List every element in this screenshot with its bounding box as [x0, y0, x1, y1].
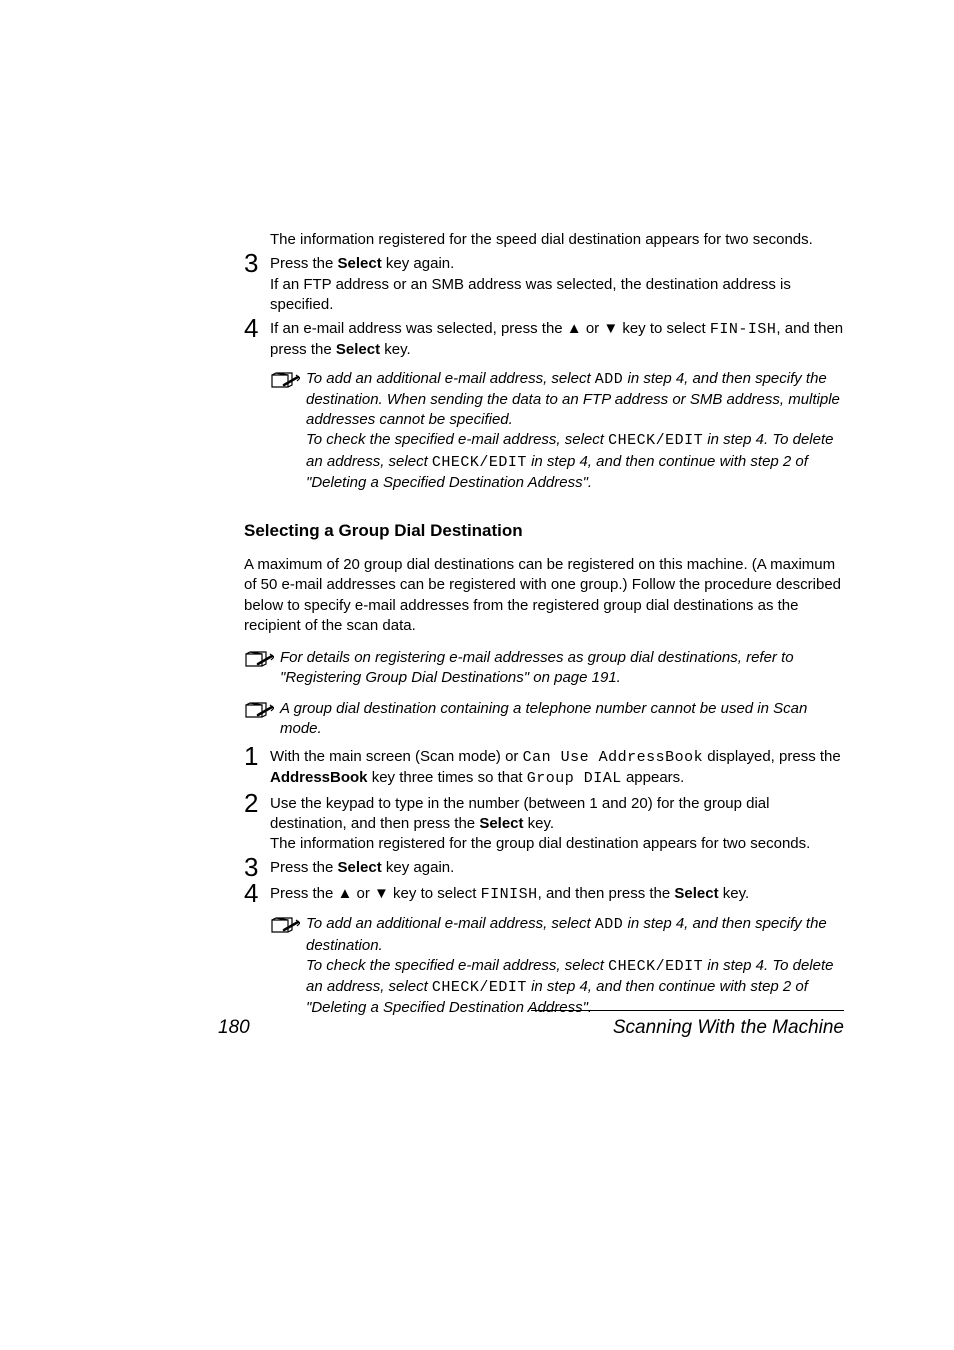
- text: Press the ▲ or ▼ key to select: [270, 885, 481, 902]
- text: , and then press the: [538, 885, 675, 902]
- text: To add an additional e-mail address, sel…: [306, 915, 595, 932]
- step-body: Press the Select key again.: [270, 858, 844, 878]
- mono-text: CHECK/EDIT: [608, 432, 703, 449]
- text: Press the: [270, 859, 338, 876]
- mono-text: Can Use AddressBook: [523, 749, 704, 766]
- note-3: A group dial destination containing a te…: [244, 699, 844, 740]
- note-icon: [244, 701, 280, 724]
- step-body: Press the ▲ or ▼ key to select FINISH, a…: [270, 884, 844, 905]
- note-icon: [244, 650, 280, 673]
- key-name: AddressBook: [270, 769, 368, 786]
- text: key.: [524, 815, 555, 832]
- note-icon: [270, 371, 306, 394]
- step-3: 3 Press the Select key again. If an FTP …: [218, 254, 844, 315]
- section-heading: Selecting a Group Dial Destination: [244, 521, 844, 541]
- text: key three times so that: [368, 769, 527, 786]
- key-name: Select: [674, 885, 718, 902]
- step-body: Use the keypad to type in the number (be…: [270, 794, 844, 855]
- section-body: A maximum of 20 group dial destinations …: [244, 555, 844, 636]
- intro-text: The information registered for the speed…: [270, 230, 844, 250]
- step-number: 2: [244, 790, 270, 816]
- key-name: Select: [479, 815, 523, 832]
- note-text: To add an additional e-mail address, sel…: [306, 369, 844, 494]
- text: If an e-mail address was selected, press…: [270, 320, 710, 337]
- text: To check the specified e-mail address, s…: [306, 957, 608, 974]
- step-number: 3: [244, 250, 270, 276]
- text: displayed, press the: [703, 748, 841, 765]
- footer-rule: [531, 1010, 844, 1011]
- mono-text: CHECK/EDIT: [432, 979, 527, 996]
- note-4: To add an additional e-mail address, sel…: [270, 914, 844, 1018]
- note-1: To add an additional e-mail address, sel…: [270, 369, 844, 494]
- page-footer: 180 Scanning With the Machine: [218, 1010, 844, 1039]
- b-step-3: 3 Press the Select key again.: [218, 858, 844, 880]
- step-body: With the main screen (Scan mode) or Can …: [270, 747, 844, 790]
- note-icon: [270, 916, 306, 939]
- step-body: If an e-mail address was selected, press…: [270, 319, 844, 361]
- step-4: 4 If an e-mail address was selected, pre…: [218, 319, 844, 361]
- text: key again.: [382, 859, 455, 876]
- footer-title: Scanning With the Machine: [613, 1017, 844, 1039]
- step-number: 3: [244, 854, 270, 880]
- text: The information registered for the group…: [270, 835, 810, 852]
- b-step-2: 2 Use the keypad to type in the number (…: [218, 794, 844, 855]
- page-number: 180: [218, 1017, 250, 1039]
- note-text: A group dial destination containing a te…: [280, 699, 844, 740]
- mono-text: Group DIAL: [527, 770, 622, 787]
- mono-text: CHECK/EDIT: [432, 454, 527, 471]
- step-body: Press the Select key again. If an FTP ad…: [270, 254, 844, 315]
- step-number: 4: [244, 315, 270, 341]
- note-text: To add an additional e-mail address, sel…: [306, 914, 844, 1018]
- text: key.: [380, 341, 411, 358]
- text: If an FTP address or an SMB address was …: [270, 276, 791, 313]
- mono-text: FINISH: [481, 886, 538, 903]
- step-number: 4: [244, 880, 270, 906]
- text: key.: [719, 885, 750, 902]
- mono-text: ADD: [595, 916, 624, 933]
- note-2: For details on registering e-mail addres…: [244, 648, 844, 689]
- text: With the main screen (Scan mode) or: [270, 748, 523, 765]
- b-step-1: 1 With the main screen (Scan mode) or Ca…: [218, 747, 844, 790]
- key-name: Select: [336, 341, 380, 358]
- text: To add an additional e-mail address, sel…: [306, 370, 595, 387]
- mono-text: FIN-ISH: [710, 321, 777, 338]
- text: appears.: [622, 769, 685, 786]
- key-name: Select: [338, 255, 382, 272]
- text: To check the specified e-mail address, s…: [306, 431, 608, 448]
- text: Press the: [270, 255, 338, 272]
- text: key again.: [382, 255, 455, 272]
- key-name: Select: [338, 859, 382, 876]
- note-text: For details on registering e-mail addres…: [280, 648, 844, 689]
- step-number: 1: [244, 743, 270, 769]
- mono-text: ADD: [595, 371, 624, 388]
- b-step-4: 4 Press the ▲ or ▼ key to select FINISH,…: [218, 884, 844, 906]
- mono-text: CHECK/EDIT: [608, 958, 703, 975]
